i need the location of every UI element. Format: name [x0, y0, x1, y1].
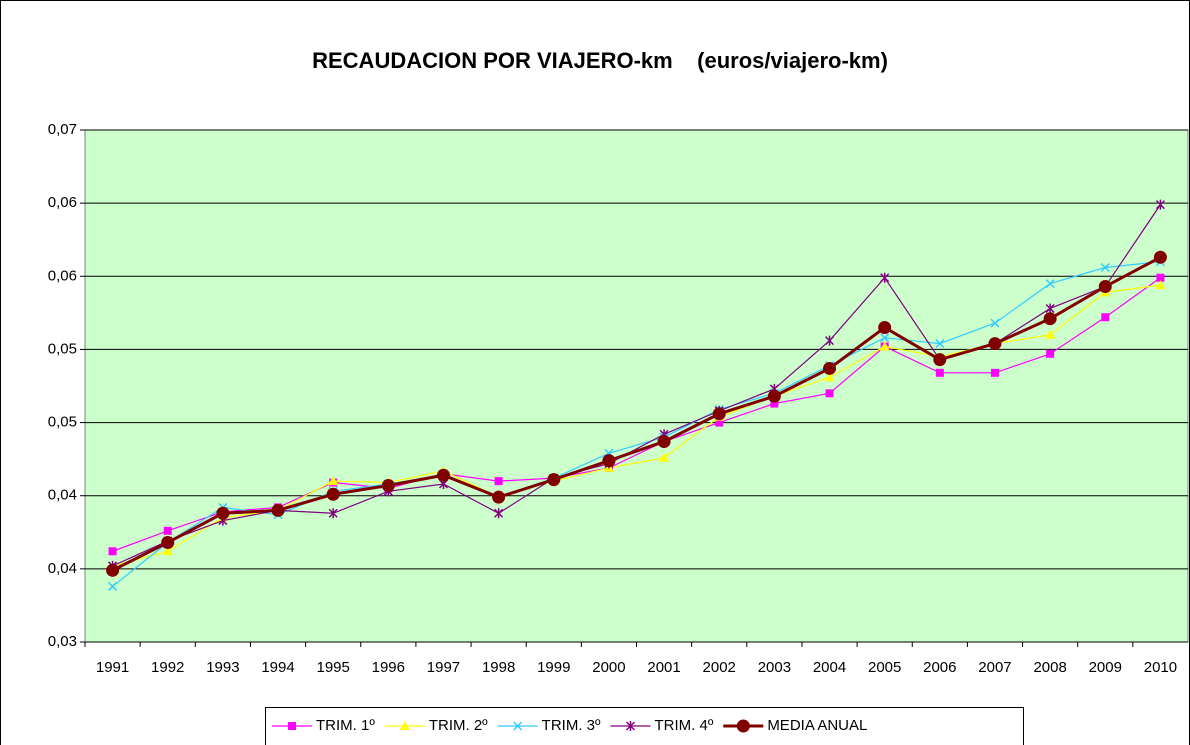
marker: [513, 721, 523, 731]
marker: [659, 452, 670, 462]
marker: [161, 536, 175, 550]
marker: [1043, 312, 1057, 326]
y-tick-label: 0,06: [48, 267, 77, 284]
marker: [1045, 303, 1055, 314]
marker: [1100, 262, 1110, 273]
marker: [108, 547, 117, 556]
marker: [328, 476, 339, 486]
marker: [880, 272, 890, 283]
marker: [399, 721, 410, 730]
marker: [988, 337, 1002, 351]
x-tick-label: 2000: [592, 659, 625, 676]
y-tick-label: 0,04: [48, 487, 77, 504]
marker: [712, 407, 726, 421]
x-tick-label: 2006: [923, 659, 956, 676]
marker: [271, 503, 285, 517]
x-tick-label: 2004: [813, 659, 846, 676]
x-tick-label: 1998: [482, 659, 515, 676]
y-tick-label: 0,04: [48, 560, 77, 577]
marker: [935, 368, 944, 377]
marker: [494, 508, 504, 519]
marker: [767, 389, 781, 403]
marker: [106, 563, 120, 577]
marker: [880, 333, 890, 343]
x-tick-label: 1995: [316, 659, 349, 676]
marker: [715, 418, 724, 427]
x-tick-label: 1993: [206, 659, 239, 676]
x-tick-label: 1999: [537, 659, 570, 676]
marker: [494, 477, 503, 486]
marker: [1155, 199, 1165, 210]
marker: [1045, 279, 1055, 289]
legend-label: TRIM. 1º: [316, 717, 375, 734]
marker: [162, 546, 173, 556]
marker: [1101, 313, 1110, 322]
x-tick-label: 2007: [978, 659, 1011, 676]
y-tick-label: 0,05: [48, 340, 77, 357]
legend-label: MEDIA ANUAL: [767, 717, 867, 734]
marker: [1155, 280, 1166, 290]
series-line: [112, 277, 1161, 552]
marker: [108, 581, 118, 591]
marker: [933, 353, 947, 367]
marker: [1156, 273, 1165, 282]
x-tick-label: 2002: [703, 659, 736, 676]
marker: [547, 473, 561, 487]
marker: [935, 339, 945, 349]
x-tick-label: 1997: [427, 659, 460, 676]
marker: [1098, 280, 1112, 294]
marker: [824, 335, 835, 346]
marker: [990, 318, 1000, 328]
marker: [736, 719, 750, 733]
x-tick-label: 1992: [151, 659, 184, 676]
x-tick-label: 2001: [647, 659, 680, 676]
x-tick-label: 2008: [1033, 659, 1066, 676]
marker: [492, 490, 506, 504]
x-tick-label: 2003: [758, 659, 791, 676]
x-tick-label: 2009: [1089, 659, 1122, 676]
legend-label: TRIM. 4º: [654, 717, 713, 734]
x-tick-label: 2005: [868, 659, 901, 676]
marker: [216, 506, 230, 520]
marker: [381, 478, 395, 492]
marker: [823, 361, 837, 375]
x-tick-label: 1996: [372, 659, 405, 676]
marker: [288, 722, 296, 730]
marker: [1045, 329, 1056, 339]
y-tick-label: 0,07: [48, 121, 77, 138]
marker: [878, 320, 892, 334]
marker: [1153, 250, 1167, 264]
marker: [602, 454, 616, 468]
x-tick-label: 1991: [96, 659, 129, 676]
y-tick-label: 0,03: [48, 633, 77, 650]
x-tick-label: 1994: [261, 659, 294, 676]
marker: [328, 508, 338, 519]
marker: [326, 487, 340, 501]
y-tick-label: 0,05: [48, 414, 77, 431]
series-line: [111, 255, 1162, 572]
chart-title: RECAUDACION POR VIAJERO-km (euros/viajer…: [312, 48, 888, 73]
legend-label: TRIM. 2º: [429, 717, 488, 734]
x-tick-label: 2010: [1144, 659, 1177, 676]
marker: [824, 372, 835, 382]
marker: [163, 526, 172, 535]
marker: [825, 389, 834, 398]
marker: [990, 368, 999, 377]
marker: [1046, 349, 1055, 358]
marker: [770, 399, 779, 408]
y-tick-label: 0,06: [48, 194, 77, 211]
marker: [625, 721, 636, 731]
marker: [879, 341, 890, 351]
marker: [436, 468, 450, 482]
marker: [657, 435, 671, 449]
plot-area: [84, 129, 1189, 643]
legend-label: TRIM. 3º: [542, 717, 601, 734]
